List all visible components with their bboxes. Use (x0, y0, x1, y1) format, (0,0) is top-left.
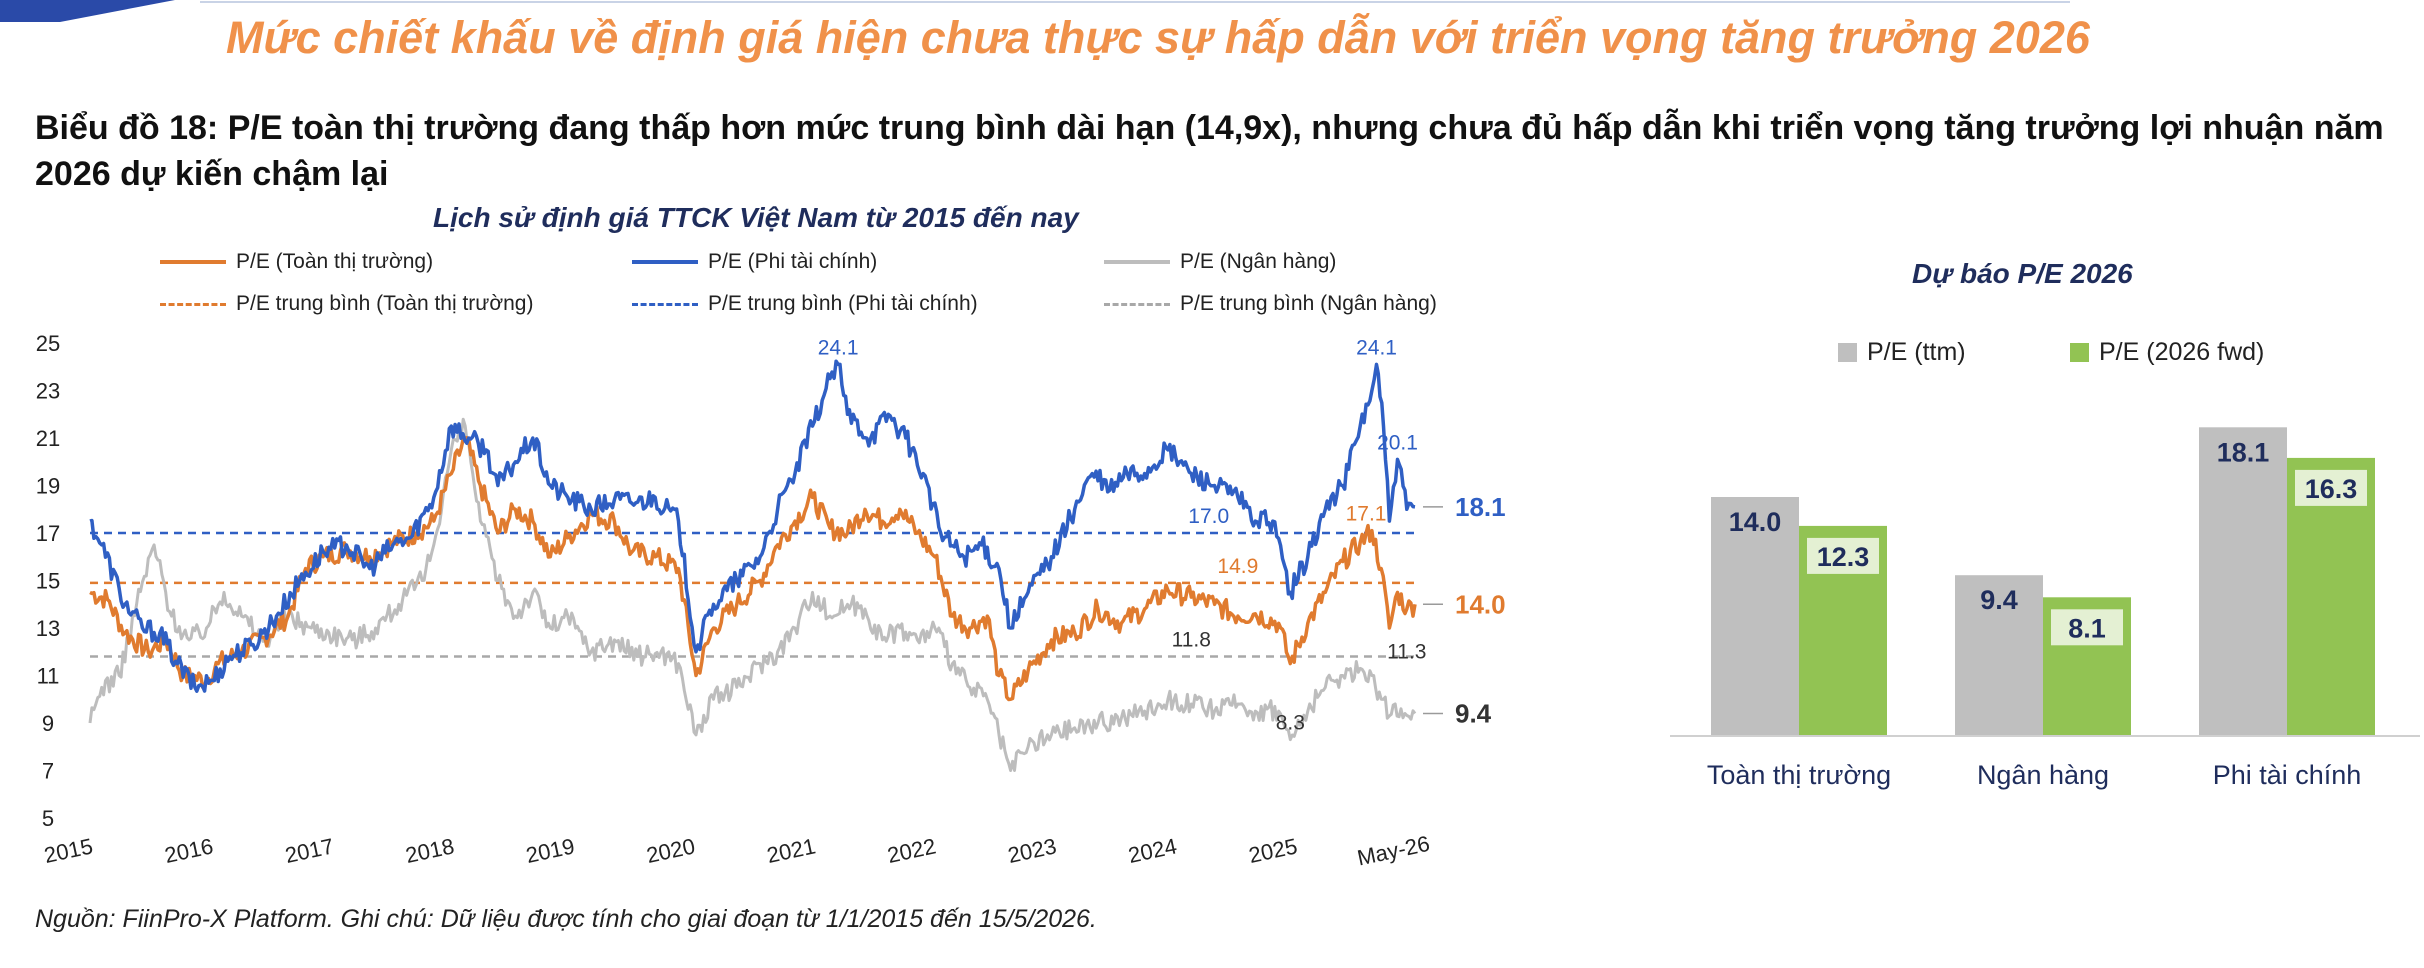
source-note: Nguồn: FiinPro-X Platform. Ghi chú: Dữ l… (35, 905, 1097, 933)
legend-item-avg-market: P/E trung bình (Toàn thị trường) (160, 292, 533, 316)
data-label: 24.1 (1356, 336, 1397, 359)
legend-item-avg-bank: P/E trung bình (Ngân hàng) (1104, 292, 1437, 316)
x-tick-label: 2018 (403, 833, 456, 868)
data-label: 8.3 (1276, 712, 1305, 735)
legend-label: P/E (Phi tài chính) (708, 250, 878, 273)
bar (2199, 427, 2287, 735)
data-label: 17.0 (1188, 505, 1229, 528)
legend-item-fwd: P/E (2026 fwd) (2070, 338, 2264, 367)
bar-value-label: 16.3 (2305, 474, 2358, 504)
bar-label-box (2051, 609, 2123, 646)
y-tick-label: 25 (36, 331, 60, 356)
category-label: Ngân hàng (1977, 760, 2109, 790)
legend-label: P/E (ttm) (1867, 338, 1966, 366)
data-label: 14.9 (1217, 555, 1258, 578)
y-tick-label: 15 (36, 569, 60, 594)
bar-value-label: 9.4 (1980, 585, 2018, 615)
legend-label: P/E (Ngân hàng) (1180, 250, 1337, 273)
y-tick-label: 5 (42, 806, 54, 831)
data-label: 17.1 (1346, 503, 1387, 526)
x-tick-label: 2019 (524, 833, 577, 868)
x-tick-label: 2015 (42, 833, 95, 868)
legend-swatch (160, 260, 226, 264)
x-tick-label: May-26 (1355, 831, 1432, 871)
data-label: 20.1 (1377, 431, 1418, 454)
data-label: 11.3 (1387, 640, 1426, 663)
y-tick-label: 13 (36, 616, 60, 641)
end-value-label: 14.0 (1455, 589, 1506, 619)
bar-label-box (1807, 537, 1879, 574)
legend-swatch (160, 302, 226, 306)
y-tick-label: 19 (36, 474, 60, 499)
bar (1711, 497, 1799, 735)
corner-decoration (0, 0, 175, 22)
legend-swatch (632, 302, 698, 306)
series-line (88, 417, 1417, 772)
bar-label-box (2295, 469, 2367, 506)
legend-swatch (632, 260, 698, 264)
y-tick-label: 11 (37, 664, 60, 689)
headline: Mức chiết khấu về định giá hiện chưa thự… (226, 12, 2090, 63)
series-line (89, 359, 1416, 693)
category-label: Toàn thị trường (1707, 760, 1891, 790)
legend-item-pe-nonfin: P/E (Phi tài chính) (632, 250, 877, 274)
x-tick-label: 2020 (644, 833, 697, 868)
bar (1955, 575, 2043, 735)
legend-label: P/E (2026 fwd) (2099, 338, 2265, 366)
y-tick-label: 23 (36, 379, 60, 404)
bar-value-label: 14.0 (1729, 507, 1782, 537)
legend-label: P/E (Toàn thị trường) (236, 250, 434, 273)
legend-label: P/E trung bình (Toàn thị trường) (236, 292, 534, 315)
legend-label: P/E trung bình (Ngân hàng) (1180, 292, 1437, 315)
legend-item-ttm: P/E (ttm) (1838, 338, 1966, 367)
figure-caption: Biểu đồ 18: P/E toàn thị trường đang thấ… (35, 109, 2384, 193)
y-tick-label: 17 (36, 521, 60, 546)
bar-chart-title: Dự báo P/E 2026 (1912, 258, 2133, 289)
bar-chart: 14.0 12.3 Toàn thị trường 9.4 8.1 Ngân hàng 18… (1670, 427, 2420, 790)
top-rule (200, 1, 2070, 3)
data-label: 24.1 (818, 336, 859, 359)
bar-value-label: 18.1 (2217, 437, 2270, 467)
y-tick-label: 7 (42, 759, 54, 784)
data-label: 11.8 (1172, 629, 1211, 652)
x-tick-label: 2016 (162, 833, 215, 868)
x-tick-label: 2023 (1006, 833, 1059, 868)
legend-item-pe-bank: P/E (Ngân hàng) (1104, 250, 1336, 274)
bar-value-label: 12.3 (1817, 542, 1870, 572)
legend-swatch (1838, 343, 1857, 362)
end-value-label: 18.1 (1455, 492, 1506, 522)
legend-label: P/E trung bình (Phi tài chính) (708, 292, 978, 315)
legend-swatch (1104, 260, 1170, 264)
x-tick-label: 2025 (1246, 833, 1299, 868)
category-label: Phi tài chính (2213, 760, 2362, 790)
x-tick-label: 2024 (1126, 833, 1179, 868)
y-tick-label: 21 (36, 426, 60, 451)
series-line (89, 436, 1417, 702)
end-value-label: 9.4 (1455, 699, 1492, 729)
x-tick-label: 2022 (885, 833, 938, 868)
legend-item-avg-nonfin: P/E trung bình (Phi tài chính) (632, 292, 978, 316)
line-chart-title: Lịch sử định giá TTCK Việt Nam từ 2015 đ… (433, 202, 1079, 233)
legend-item-pe-market: P/E (Toàn thị trường) (160, 250, 433, 274)
x-tick-label: 2021 (765, 833, 818, 868)
y-tick-label: 9 (42, 711, 54, 736)
x-tick-label: 2017 (283, 833, 336, 868)
legend-swatch (1104, 302, 1170, 306)
legend-swatch (2070, 343, 2089, 362)
bar-value-label: 8.1 (2068, 613, 2106, 643)
